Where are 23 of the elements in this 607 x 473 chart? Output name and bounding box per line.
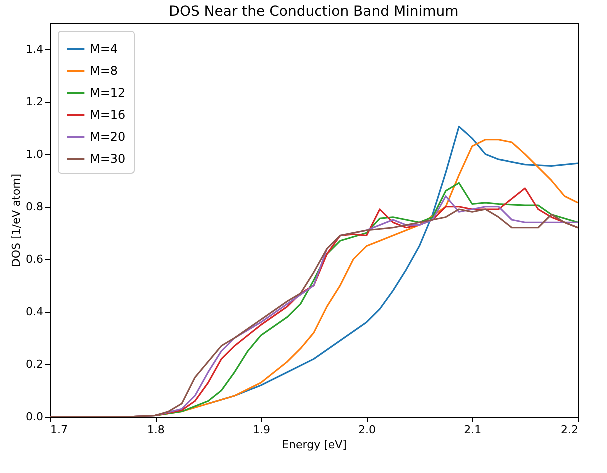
x-tick-label: 2.0 xyxy=(358,424,376,436)
y-tick-label: 1.4 xyxy=(26,42,44,56)
y-tick-label: 1.2 xyxy=(26,95,44,108)
y-tick-label: 1.0 xyxy=(26,148,44,161)
legend-label: M=12 xyxy=(90,86,126,100)
y-tick-label: 0.4 xyxy=(26,305,44,318)
y-tick-label: 0.8 xyxy=(26,200,44,214)
x-tick-label: 2.2 xyxy=(561,424,578,436)
legend-label: M=30 xyxy=(90,152,126,166)
x-tick-label: 1.7 xyxy=(50,424,68,436)
y-tick-label: 0.2 xyxy=(26,358,44,371)
legend-label: M=8 xyxy=(90,64,118,78)
x-tick-label: 1.8 xyxy=(147,424,165,436)
chart-title: DOS Near the Conduction Band Minimum xyxy=(169,4,459,20)
legend-label: M=4 xyxy=(90,42,118,56)
y-tick-label: 0.0 xyxy=(26,410,44,424)
legend-label: M=20 xyxy=(90,130,126,144)
x-tick-label: 2.1 xyxy=(464,424,482,436)
x-axis-title: Energy [eV] xyxy=(282,438,347,452)
y-axis-title: DOS [1/eV atom] xyxy=(10,174,24,268)
x-tick-label: 1.9 xyxy=(252,424,270,436)
legend-label: M=16 xyxy=(90,108,126,122)
y-tick-label: 0.6 xyxy=(26,252,44,266)
